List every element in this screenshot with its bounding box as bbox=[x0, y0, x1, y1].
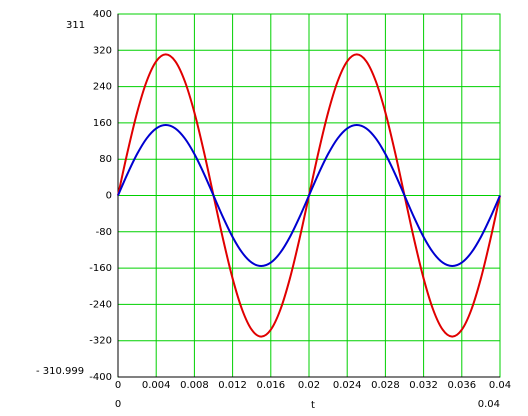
x-axis-label: t bbox=[311, 400, 315, 411]
x-tick-label: 0.008 bbox=[180, 380, 209, 391]
y-tick-label: 0 bbox=[106, 191, 112, 202]
y-min-marker: - 310.999 bbox=[36, 366, 84, 377]
y-max-marker: 311 bbox=[66, 20, 85, 31]
x-tick-label: 0.004 bbox=[142, 380, 171, 391]
y-tick-label: -80 bbox=[96, 227, 112, 238]
y-tick-label: 80 bbox=[99, 154, 112, 165]
y-tick-label: -320 bbox=[89, 336, 112, 347]
x-tick-label: 0.012 bbox=[218, 380, 247, 391]
x-tick-label: 0.04 bbox=[489, 380, 511, 391]
y-tick-label: -160 bbox=[89, 263, 112, 274]
x-tick-label: 0.016 bbox=[256, 380, 285, 391]
y-tick-label: 320 bbox=[93, 45, 112, 56]
series-line bbox=[117, 123, 501, 268]
x-tick-label: 0.028 bbox=[371, 380, 400, 391]
y-tick-label: 160 bbox=[93, 118, 112, 129]
y-tick-label: 400 bbox=[93, 9, 112, 20]
x-range-min: 0 bbox=[115, 399, 121, 410]
y-tick-label: -240 bbox=[89, 299, 112, 310]
x-tick-label: 0.032 bbox=[409, 380, 438, 391]
x-range-max: 0.04 bbox=[478, 399, 500, 410]
x-tick-label: 0 bbox=[115, 380, 121, 391]
x-tick-label: 0.02 bbox=[298, 380, 320, 391]
x-tick-label: 0.036 bbox=[447, 380, 476, 391]
x-tick-label: 0.024 bbox=[333, 380, 362, 391]
y-tick-label: 240 bbox=[93, 82, 112, 93]
y-tick-label: -400 bbox=[89, 372, 112, 383]
